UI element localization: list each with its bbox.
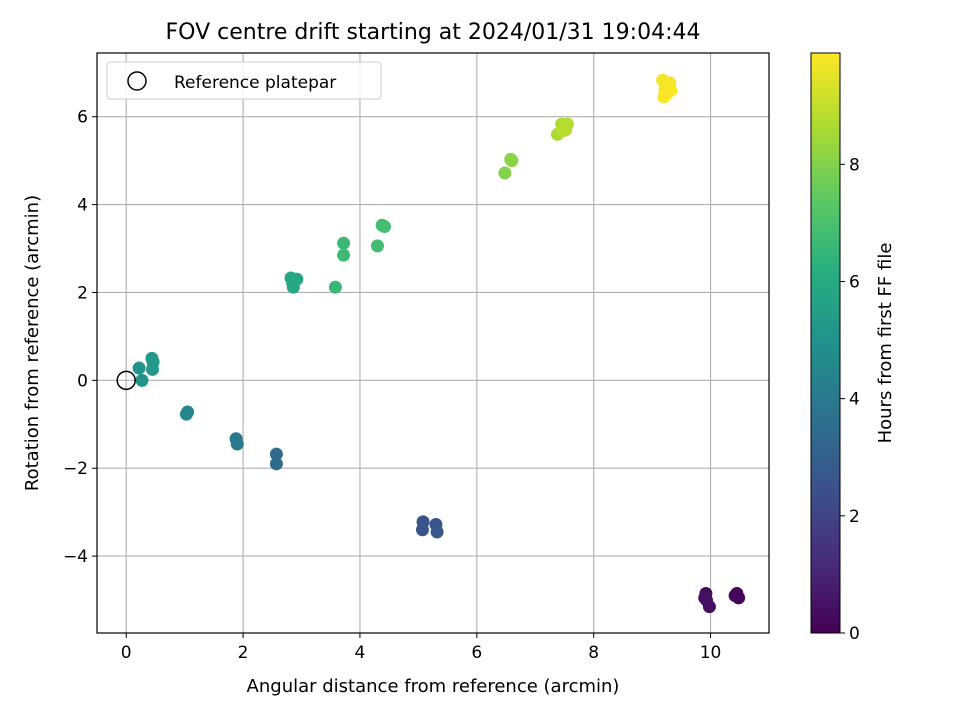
grid [97, 53, 769, 633]
scatter-point [269, 447, 283, 461]
scatter-series [132, 73, 746, 614]
y-tick-label: −2 [63, 459, 88, 479]
scatter-point [132, 361, 146, 375]
colorbar-tick-label: 2 [849, 507, 860, 527]
legend-label: Reference platepar [174, 73, 336, 93]
scatter-point [179, 407, 193, 421]
x-tick-label: 8 [588, 643, 599, 663]
y-tick-label: 2 [77, 283, 88, 303]
colorbar-tick-label: 0 [849, 624, 860, 644]
y-axis-ticks: −4 −2 0 2 4 6 [63, 108, 97, 567]
colorbar-ticks: 0 2 4 6 8 [840, 155, 860, 644]
scatter-point [556, 124, 570, 138]
x-tick-label: 2 [238, 643, 249, 663]
x-axis-label: Angular distance from reference (arcmin) [247, 676, 620, 697]
scatter-point [269, 457, 283, 471]
y-axis-label: Rotation from reference (arcmin) [22, 195, 43, 491]
x-tick-label: 10 [700, 643, 722, 663]
colorbar-gradient [810, 52, 841, 634]
legend-box [106, 61, 382, 100]
scatter-point [370, 239, 384, 253]
scatter-point [377, 220, 391, 234]
colorbar-tick-label: 8 [849, 155, 860, 175]
scatter-point [230, 437, 244, 451]
scatter-point [660, 87, 674, 101]
scatter-point [286, 280, 300, 294]
y-tick-label: −4 [63, 547, 88, 567]
y-tick-label: 4 [77, 196, 88, 216]
plot-frame [96, 52, 770, 634]
scatter-point [415, 523, 429, 537]
legend: Reference platepar [106, 61, 382, 100]
scatter-point [135, 373, 149, 387]
scatter-point [430, 525, 444, 539]
scatter-point [146, 362, 160, 376]
scatter-point [728, 589, 742, 603]
scatter-point [698, 591, 712, 605]
scatter-point [498, 166, 512, 180]
chart-title: FOV centre drift starting at 2024/01/31 … [166, 20, 701, 45]
colorbar: 0 2 4 6 8 Hours from first FF file [810, 52, 896, 644]
scatter-point [337, 236, 351, 250]
scatter-point [328, 280, 342, 294]
colorbar-tick-label: 6 [849, 272, 860, 292]
x-tick-label: 4 [355, 643, 366, 663]
legend-reference-marker [127, 71, 147, 91]
x-axis-ticks: 0 2 4 6 8 10 [121, 633, 722, 663]
colorbar-tick-label: 4 [849, 390, 860, 410]
y-tick-label: 6 [77, 108, 88, 128]
colorbar-label: Hours from first FF file [875, 243, 896, 444]
reference-platepar-marker [116, 370, 136, 391]
x-tick-label: 6 [471, 643, 482, 663]
x-tick-label: 0 [121, 643, 132, 663]
scatter-point [505, 154, 519, 168]
scatter-point [337, 248, 351, 262]
reference-marker-layer [116, 370, 136, 391]
y-tick-label: 0 [77, 371, 88, 391]
